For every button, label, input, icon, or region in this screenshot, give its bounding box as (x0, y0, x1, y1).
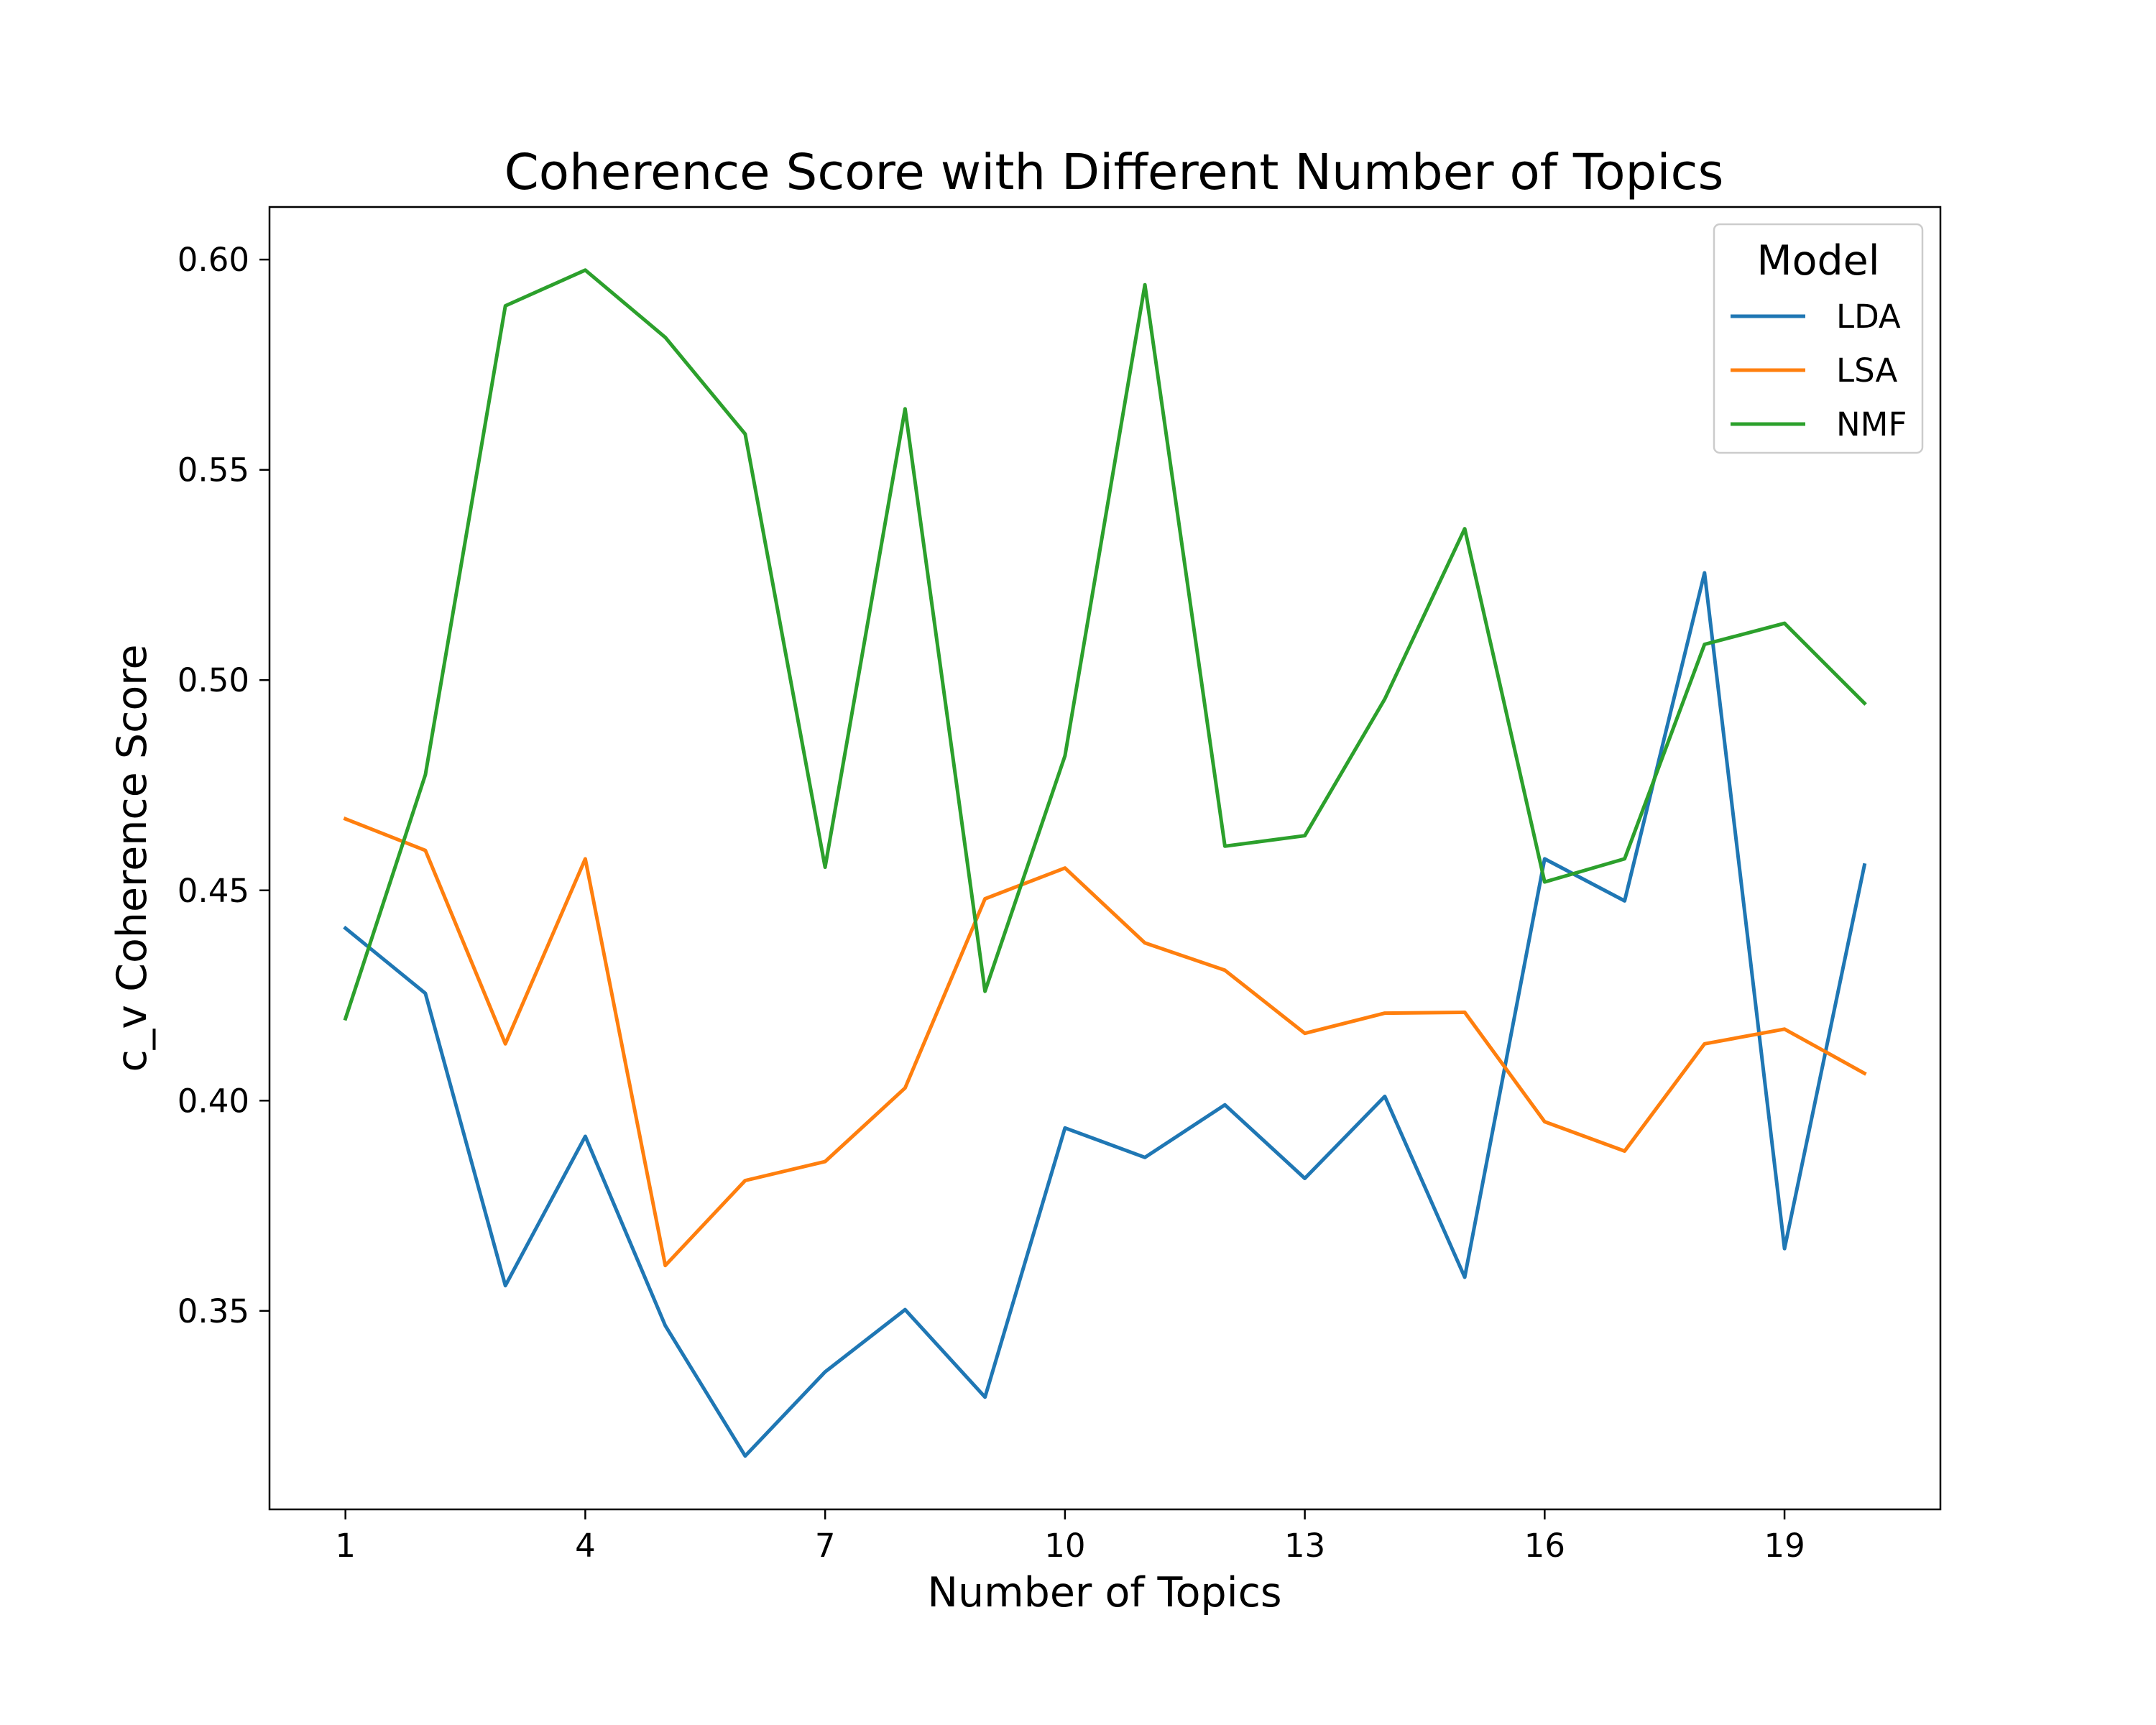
y-tick-label: 0.55 (178, 451, 249, 489)
y-axis-label: c_v Coherence Score (109, 644, 156, 1072)
x-axis: 1 4 7 10 13 16 19 (335, 1509, 1805, 1565)
x-tick-label: 10 (1044, 1527, 1085, 1565)
y-tick-label: 0.50 (178, 661, 249, 699)
x-tick-label: 4 (575, 1527, 596, 1565)
x-tick-label: 13 (1284, 1527, 1325, 1565)
y-tick-label: 0.45 (178, 872, 249, 910)
legend-title: Model (1756, 237, 1879, 285)
x-tick-label: 16 (1524, 1527, 1565, 1565)
legend-box (1713, 223, 1924, 454)
legend-label-nmf: NMF (1836, 405, 1907, 443)
series-line-nmf (343, 268, 1867, 1021)
legend: Model LDA LSA NMF (1713, 223, 1924, 454)
y-tick-label: 0.60 (178, 241, 249, 279)
y-tick-label: 0.40 (178, 1082, 249, 1120)
x-axis-label: Number of Topics (927, 1569, 1281, 1616)
y-axis: 0.35 0.40 0.45 0.50 0.55 0.60 (178, 241, 270, 1330)
chart-title: Coherence Score with Different Number of… (505, 144, 1724, 201)
x-tick-label: 1 (335, 1527, 356, 1565)
x-tick-label: 19 (1764, 1527, 1805, 1565)
series-line-lsa (343, 816, 1867, 1268)
x-tick-label: 7 (815, 1527, 836, 1565)
legend-label-lda: LDA (1836, 298, 1901, 336)
plot-area-frame (268, 206, 1942, 1511)
series-line-lda (343, 571, 1867, 1458)
legend-label-lsa: LSA (1836, 351, 1897, 390)
y-tick-label: 0.35 (178, 1292, 249, 1330)
legend-entries: LDA LSA NMF (1731, 298, 1907, 443)
series-layer (343, 268, 1867, 1458)
